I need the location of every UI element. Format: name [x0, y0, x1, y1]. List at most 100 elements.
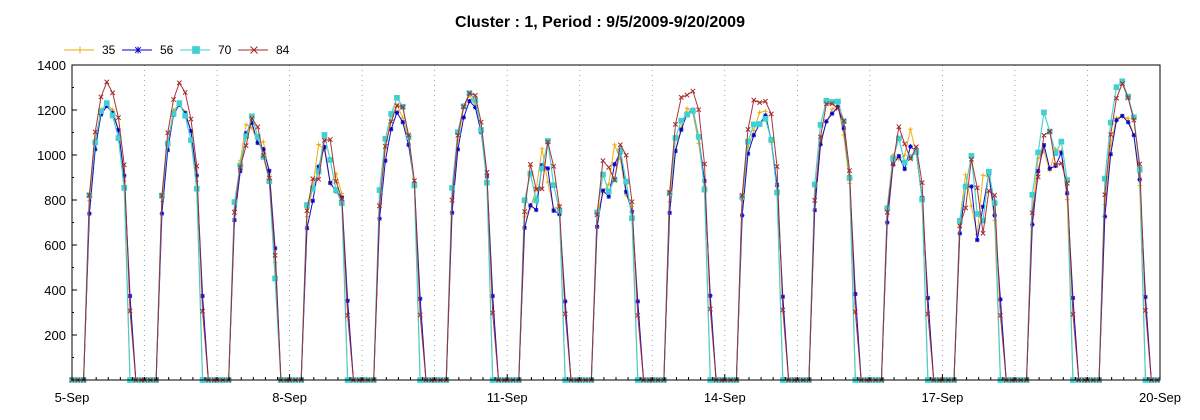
series-marker-56 — [824, 119, 829, 124]
series-marker-84 — [249, 115, 255, 121]
series-marker-84 — [751, 97, 757, 103]
series-marker-84 — [707, 306, 713, 312]
series-marker-56 — [975, 237, 980, 243]
series-marker-84 — [237, 164, 243, 170]
series-marker-84 — [992, 192, 998, 198]
series-marker-84 — [594, 212, 600, 218]
series-marker-84 — [684, 92, 690, 98]
series-marker-56 — [606, 194, 611, 199]
series-marker-56 — [908, 144, 913, 149]
series-marker-84 — [1108, 132, 1114, 138]
series-marker-56 — [563, 299, 568, 304]
series-marker-56 — [418, 296, 423, 301]
series-marker-56 — [528, 203, 533, 208]
series-marker-84 — [1102, 192, 1108, 198]
series-marker-70 — [750, 121, 757, 128]
series-marker-84 — [852, 309, 858, 315]
series-marker-84 — [527, 161, 533, 167]
series-marker-84 — [316, 176, 322, 182]
series-marker-84 — [188, 116, 194, 122]
series-marker-84 — [417, 312, 423, 318]
series-marker-56 — [751, 133, 756, 138]
series-marker-56 — [612, 162, 617, 167]
series-marker-70 — [382, 135, 389, 142]
series-marker-56 — [635, 299, 640, 304]
series-marker-84 — [739, 192, 745, 199]
series-marker-84 — [182, 89, 188, 95]
legend-marker-56 — [134, 46, 142, 54]
series-marker-70 — [774, 189, 780, 196]
series-marker-70 — [756, 121, 763, 127]
series-marker-84 — [847, 168, 853, 174]
series-marker-70 — [176, 100, 183, 106]
series-marker-70 — [745, 138, 751, 145]
series-marker-56 — [551, 208, 556, 213]
series-marker-84 — [611, 177, 618, 183]
series-marker-70 — [550, 182, 557, 189]
series-marker-84 — [896, 124, 902, 130]
series-marker-56 — [345, 298, 350, 303]
series-marker-56 — [545, 166, 550, 171]
x-tick-label: 11-Sep — [487, 390, 528, 405]
series-marker-70 — [919, 196, 925, 203]
series-marker-70 — [449, 185, 455, 191]
series-marker-70 — [901, 159, 908, 166]
series-marker-84 — [617, 142, 623, 148]
x-tick-label: 14-Sep — [704, 390, 746, 405]
series-marker-70 — [985, 168, 992, 175]
series-marker-70 — [478, 127, 484, 133]
chart-title: Cluster : 1, Period : 9/5/2009-9/20/2009 — [455, 14, 745, 31]
series-marker-84 — [1070, 311, 1076, 318]
series-marker-70 — [1113, 84, 1120, 91]
legend-label-35: 35 — [102, 43, 116, 57]
series-marker-84 — [884, 209, 890, 215]
x-tick-label: 8-Sep — [272, 390, 307, 405]
series-marker-84 — [696, 107, 702, 113]
series-marker-70 — [188, 137, 194, 143]
series-marker-84 — [333, 178, 339, 184]
series-marker-84 — [127, 308, 133, 314]
series-marker-84 — [170, 96, 177, 103]
series-marker-84 — [345, 312, 351, 318]
x-tick-label: 17-Sep — [921, 390, 963, 405]
series-marker-84 — [623, 152, 629, 158]
series-marker-56 — [925, 295, 931, 301]
series-marker-70 — [811, 181, 818, 188]
series-marker-84 — [104, 79, 110, 85]
series-marker-84 — [1131, 117, 1137, 123]
series-marker-84 — [1113, 95, 1120, 101]
series-marker-84 — [562, 311, 568, 317]
series-marker-84 — [1047, 128, 1053, 134]
series-marker-56 — [969, 184, 974, 189]
series-marker-84 — [484, 169, 490, 175]
series-marker-84 — [406, 132, 412, 138]
series-marker-84 — [466, 90, 473, 96]
legend-marker-84 — [250, 46, 258, 54]
series-marker-84 — [757, 100, 763, 106]
series-marker-56 — [200, 293, 205, 299]
series-marker-56 — [1114, 118, 1119, 123]
series-marker-84 — [321, 137, 327, 143]
series-marker-84 — [98, 94, 104, 100]
chart-legend: 35 56 70 84 — [64, 43, 290, 57]
series-marker-84 — [327, 137, 333, 143]
series-marker-70 — [327, 157, 334, 163]
series-marker-84 — [478, 119, 484, 125]
series-marker-84 — [957, 223, 963, 229]
series-marker-84 — [461, 104, 467, 110]
series-marker-56 — [780, 294, 785, 299]
series-marker-70 — [321, 132, 328, 138]
series-marker-84 — [159, 193, 165, 199]
series-marker-70 — [890, 155, 896, 162]
series-marker-84 — [176, 80, 182, 86]
series-marker-84 — [243, 143, 249, 149]
series-marker-84 — [745, 126, 751, 133]
series-marker-84 — [200, 308, 206, 314]
series-marker-84 — [1125, 95, 1131, 101]
series-marker-84 — [913, 144, 919, 150]
series-marker-84 — [165, 130, 171, 136]
series-marker-70 — [835, 98, 841, 105]
series-marker-84 — [115, 115, 121, 121]
